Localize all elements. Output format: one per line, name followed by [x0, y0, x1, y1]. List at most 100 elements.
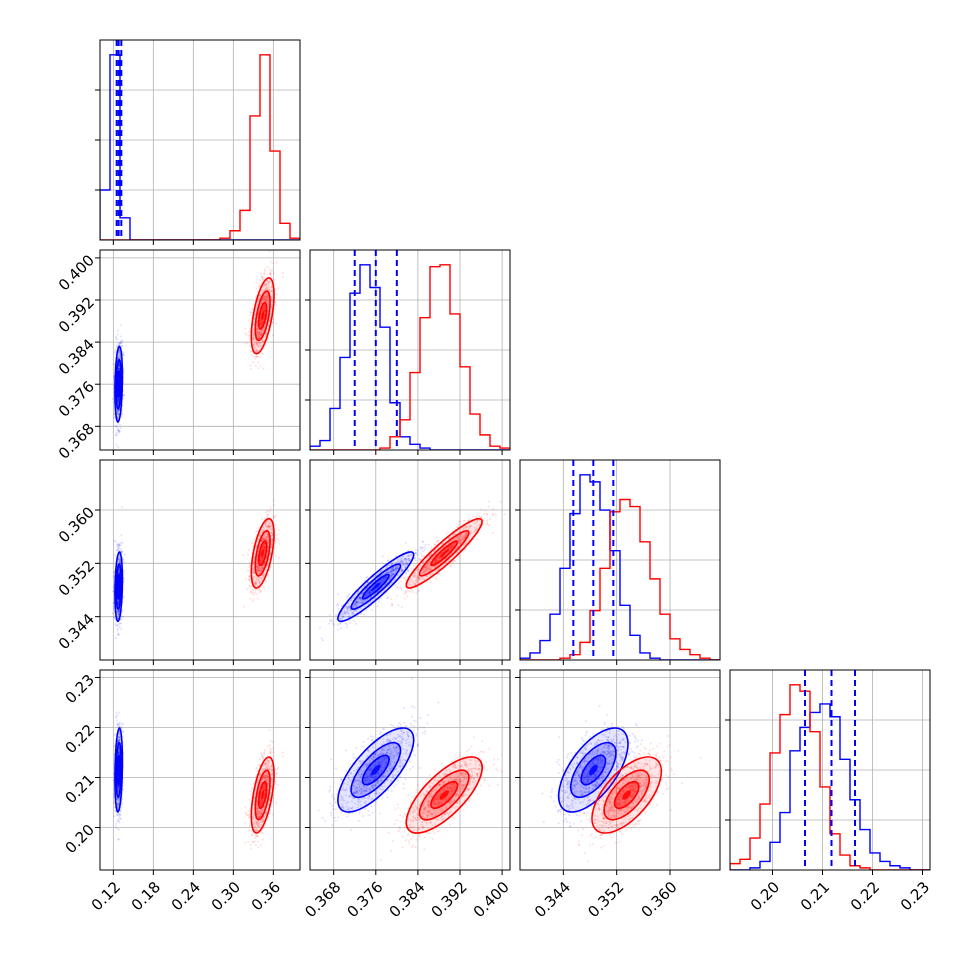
scatter-point [263, 294, 266, 297]
scatter-point [380, 579, 383, 582]
scatter-point [257, 342, 260, 345]
scatter-point [117, 356, 120, 359]
scatter-point [349, 609, 352, 612]
scatter-point [253, 538, 256, 541]
scatter-point [113, 417, 116, 420]
scatter-point [369, 601, 372, 604]
panel-plot-area-2-0 [100, 460, 300, 660]
scatter-point [337, 604, 340, 607]
scatter-point [259, 323, 262, 326]
scatter-point [392, 569, 395, 572]
scatter-point [116, 429, 119, 432]
scatter-point [123, 553, 126, 556]
scatter-point [118, 569, 121, 572]
scatter-point [266, 296, 269, 299]
scatter-point [360, 598, 363, 601]
scatter-point [261, 322, 264, 325]
scatter-point [257, 300, 260, 303]
scatter-point [263, 299, 266, 302]
scatter-point [259, 571, 262, 574]
scatter-point [263, 298, 266, 301]
scatter-point [244, 332, 247, 335]
scatter-point [117, 399, 120, 402]
scatter-point [380, 581, 383, 584]
scatter-point [117, 356, 120, 359]
scatter-point [254, 345, 257, 348]
scatter-point [263, 545, 266, 548]
scatter-point [473, 529, 476, 532]
scatter-point [268, 558, 271, 561]
scatter-point [256, 597, 259, 600]
scatter-point [253, 581, 256, 584]
scatter-point [360, 607, 363, 610]
scatter-point [258, 305, 261, 308]
scatter-point [344, 612, 347, 615]
scatter-point [263, 283, 266, 286]
scatter-point [346, 623, 349, 626]
scatter-point [117, 545, 120, 548]
scatter-point [262, 538, 265, 541]
scatter-point [256, 345, 259, 348]
scatter-point [255, 343, 258, 346]
scatter-point [122, 570, 125, 573]
scatter-point [259, 335, 262, 338]
scatter-point [263, 289, 266, 292]
scatter-point [117, 400, 120, 403]
scatter-point [358, 596, 361, 599]
scatter-point [257, 335, 260, 338]
panel-frame [309, 249, 511, 451]
scatter-point [379, 570, 382, 573]
scatter-point [341, 605, 344, 608]
scatter-point [251, 591, 254, 594]
scatter-point [115, 434, 118, 437]
scatter-point [389, 574, 392, 577]
scatter-point [252, 559, 255, 562]
scatter-point [408, 557, 411, 560]
scatter-point [328, 613, 331, 616]
scatter-point [260, 558, 263, 561]
scatter-point [118, 350, 121, 353]
scatter-point [359, 596, 362, 599]
scatter-point [349, 599, 352, 602]
scatter-point [259, 333, 262, 336]
scatter-point [263, 299, 266, 302]
scatter-point [257, 329, 260, 332]
scatter-point [256, 345, 259, 348]
scatter-point [328, 622, 331, 625]
scatter-point [255, 341, 258, 344]
scatter-point [423, 566, 426, 569]
scatter-point [270, 301, 273, 304]
scatter-point [350, 599, 353, 602]
scatter-point [251, 338, 254, 341]
scatter-point [391, 568, 394, 571]
scatter-point [117, 610, 120, 613]
scatter-point [261, 276, 264, 279]
scatter-point [392, 573, 395, 576]
scatter-point [252, 563, 255, 566]
scatter-point [266, 295, 269, 298]
scatter-point [368, 590, 371, 593]
scatter-point [258, 569, 261, 572]
scatter-point [114, 622, 117, 625]
contour-peak-series-1 [261, 548, 265, 558]
scatter-point [263, 273, 266, 276]
scatter-point [256, 328, 259, 331]
scatter-point [253, 556, 256, 559]
scatter-point [260, 333, 263, 336]
scatter-point [117, 603, 120, 606]
scatter-point [276, 533, 279, 536]
scatter-point [259, 569, 262, 572]
scatter-point [242, 605, 245, 608]
panel-frame [99, 459, 301, 661]
scatter-point [263, 542, 266, 545]
scatter-point [352, 611, 355, 614]
scatter-point [261, 353, 264, 356]
scatter-point [263, 550, 266, 553]
scatter-point [256, 331, 259, 334]
scatter-point [405, 557, 408, 560]
scatter-point [255, 350, 258, 353]
scatter-point [255, 354, 258, 357]
scatter-point [261, 329, 264, 332]
scatter-point [260, 322, 263, 325]
